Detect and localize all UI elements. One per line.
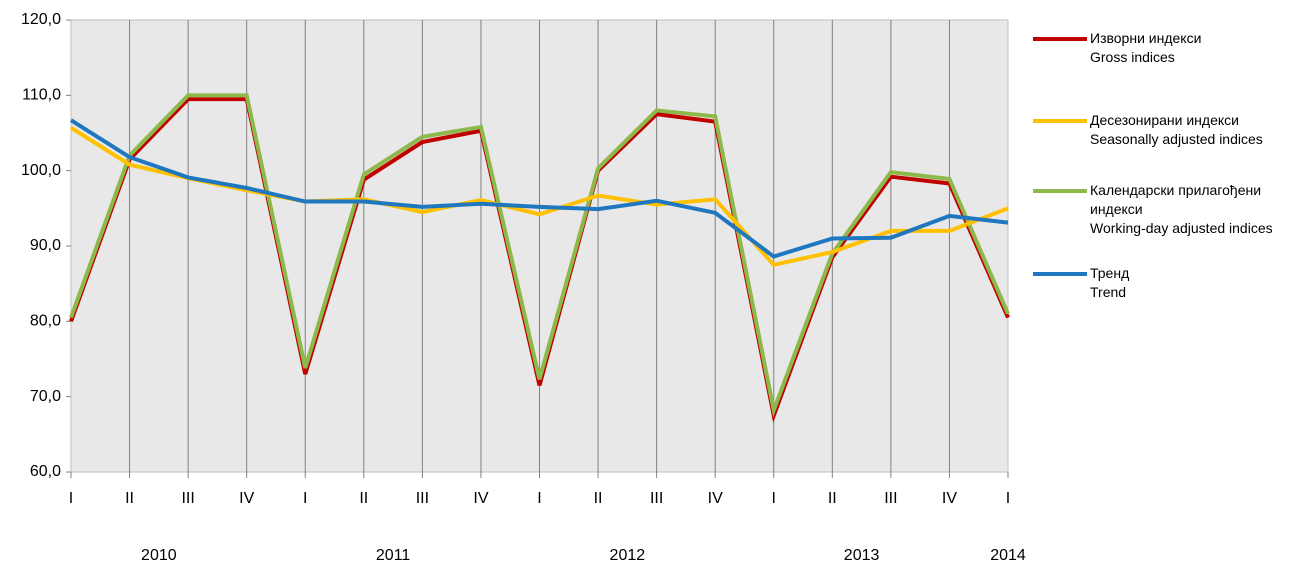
y-tick-label: 60,0 [30,463,61,480]
x-tick-label: III [416,490,429,507]
x-tick-label: IV [473,490,488,507]
y-tick-label: 80,0 [30,313,61,330]
year-label: 2014 [990,547,1026,564]
legend-label: Десезонирани индекси Seasonally adjusted… [1090,112,1263,147]
x-tick-label: I [69,490,73,507]
y-tick-label: 90,0 [30,237,61,254]
x-tick-label: IV [708,490,723,507]
series-line [69,118,1009,259]
year-label: 2010 [141,547,177,564]
x-tick-label: II [125,490,134,507]
year-label: 2013 [844,547,880,564]
series-line [69,97,1010,423]
x-tick-label: III [650,490,663,507]
series-line [69,93,1010,418]
x-tick-label: III [884,490,897,507]
x-tick-label: II [594,490,603,507]
x-tick-label: IV [239,490,254,507]
x-tick-label: IV [942,490,957,507]
legend-label: Календарски прилагођени индекси Working-… [1090,182,1273,236]
y-tick-label: 100,0 [21,162,61,179]
legend-label: Тренд Trend [1090,265,1130,300]
x-tick-label: I [772,490,776,507]
legend-label: Изворни индекси Gross indices [1090,30,1202,65]
x-tick-label: II [828,490,837,507]
year-label: 2011 [376,547,411,564]
x-tick-label: I [1006,490,1010,507]
x-tick-label: II [359,490,368,507]
year-label: 2012 [610,547,646,564]
y-tick-label: 110,0 [22,87,61,104]
x-tick-label: I [303,490,307,507]
x-tick-label: III [181,490,194,507]
y-tick-label: 70,0 [30,388,61,405]
y-tick-label: 120,0 [21,11,61,28]
x-tick-label: I [537,490,541,507]
